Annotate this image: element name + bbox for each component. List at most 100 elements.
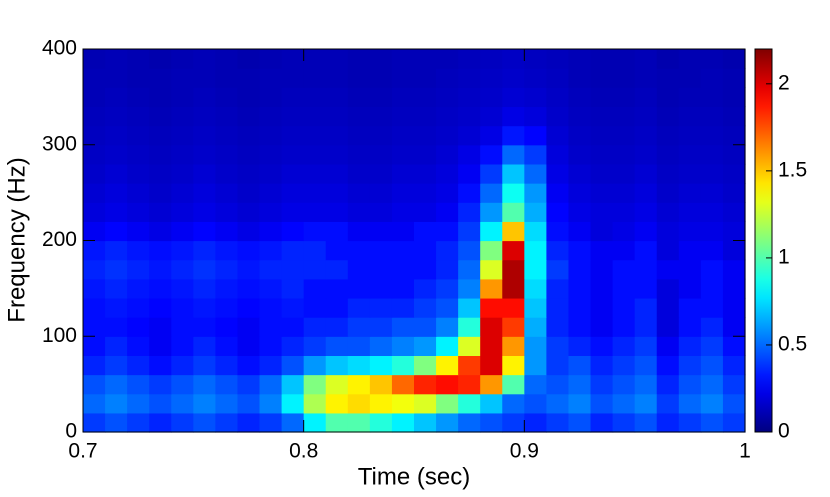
heatmap-cell: [414, 278, 437, 299]
heatmap-cell: [568, 374, 592, 395]
heatmap-cell: [700, 259, 724, 280]
heatmap-cell: [149, 144, 172, 165]
heatmap-cell: [237, 336, 261, 356]
heatmap-cell: [347, 49, 371, 69]
heatmap-cell: [215, 355, 239, 376]
heatmap-cell: [722, 183, 746, 203]
heatmap-cell: [700, 240, 724, 261]
heatmap-cell: [281, 278, 305, 299]
heatmap-cell: [678, 106, 702, 127]
heatmap-cell: [105, 125, 128, 146]
heatmap-cell: [524, 336, 547, 356]
heatmap-cell: [193, 49, 216, 69]
heatmap-cell: [149, 106, 172, 127]
heatmap-cell: [83, 240, 106, 261]
heatmap-cell: [568, 412, 592, 433]
heatmap-cell: [458, 163, 481, 184]
heatmap-cell: [193, 317, 216, 337]
heatmap-cell: [259, 202, 283, 222]
heatmap-cell: [303, 106, 327, 127]
heatmap-cell: [237, 106, 261, 127]
heatmap-cell: [458, 87, 481, 108]
heatmap-cell: [414, 221, 437, 242]
heatmap-cell: [171, 393, 194, 414]
heatmap-cell: [546, 144, 570, 165]
heatmap-cell: [83, 336, 106, 356]
heatmap-cell: [171, 163, 194, 184]
heatmap-cell: [612, 317, 636, 337]
heatmap-cell: [502, 68, 525, 88]
heatmap-cell: [590, 374, 614, 395]
heatmap-cell: [83, 297, 106, 318]
heatmap-cell: [502, 183, 525, 203]
colorbar-tick-label: 2: [778, 71, 790, 94]
heatmap-cell: [568, 202, 592, 222]
heatmap-cell: [414, 297, 437, 318]
heatmap-cell: [105, 355, 128, 376]
heatmap-cell: [105, 49, 128, 69]
heatmap-cell: [347, 163, 371, 184]
heatmap-cell: [325, 202, 349, 222]
heatmap-cell: [237, 183, 261, 203]
heatmap-cell: [480, 240, 503, 261]
heatmap-cell: [414, 355, 437, 376]
heatmap-cell: [391, 278, 415, 299]
heatmap-cell: [700, 221, 724, 242]
heatmap-cell: [678, 87, 702, 108]
heatmap-cell: [215, 125, 239, 146]
heatmap-cell: [193, 106, 216, 127]
heatmap-cell: [237, 355, 261, 376]
heatmap-cell: [656, 240, 680, 261]
heatmap-cell: [105, 106, 128, 127]
heatmap-cell: [83, 355, 106, 376]
heatmap-cell: [215, 393, 239, 414]
heatmap-cell: [325, 163, 349, 184]
heatmap-cell: [480, 374, 503, 395]
heatmap-cell: [259, 278, 283, 299]
heatmap-cell: [391, 183, 415, 203]
heatmap-cell: [436, 87, 459, 108]
heatmap-cell: [634, 278, 658, 299]
heatmap-cell: [281, 297, 305, 318]
heatmap-cell: [259, 144, 283, 165]
heatmap-cell: [568, 183, 592, 203]
heatmap-cell: [237, 297, 261, 318]
heatmap-cell: [171, 221, 194, 242]
heatmap-cell: [458, 317, 481, 337]
heatmap-cell: [458, 393, 481, 414]
heatmap-cell: [171, 336, 194, 356]
heatmap-cell: [436, 317, 459, 337]
heatmap-cell: [193, 278, 216, 299]
heatmap-cell: [502, 336, 525, 356]
heatmap-cell: [656, 297, 680, 318]
heatmap-cell: [281, 412, 305, 433]
heatmap-cell: [502, 163, 525, 184]
heatmap-cell: [369, 317, 393, 337]
heatmap-cell: [612, 374, 636, 395]
heatmap-cell: [524, 49, 547, 69]
heatmap-cell: [414, 317, 437, 337]
heatmap-cell: [458, 412, 481, 433]
heatmap-cell: [193, 412, 216, 433]
heatmap-cell: [171, 240, 194, 261]
heatmap-cell: [590, 144, 614, 165]
heatmap-cell: [524, 68, 547, 88]
heatmap-cell: [546, 336, 570, 356]
heatmap-cell: [83, 317, 106, 337]
heatmap-cell: [414, 202, 437, 222]
heatmap-cell: [369, 221, 393, 242]
heatmap-cell: [524, 163, 547, 184]
heatmap-cell: [259, 163, 283, 184]
heatmap-cell: [369, 68, 393, 88]
heatmap-cell: [458, 355, 481, 376]
heatmap-cell: [480, 68, 503, 88]
heatmap-cell: [678, 259, 702, 280]
heatmap-cell: [458, 336, 481, 356]
heatmap-cell: [678, 278, 702, 299]
heatmap-cell: [303, 183, 327, 203]
heatmap-cell: [193, 240, 216, 261]
heatmap-cell: [590, 355, 614, 376]
heatmap-cell: [325, 412, 349, 433]
heatmap-cell: [171, 259, 194, 280]
heatmap-cell: [215, 317, 239, 337]
